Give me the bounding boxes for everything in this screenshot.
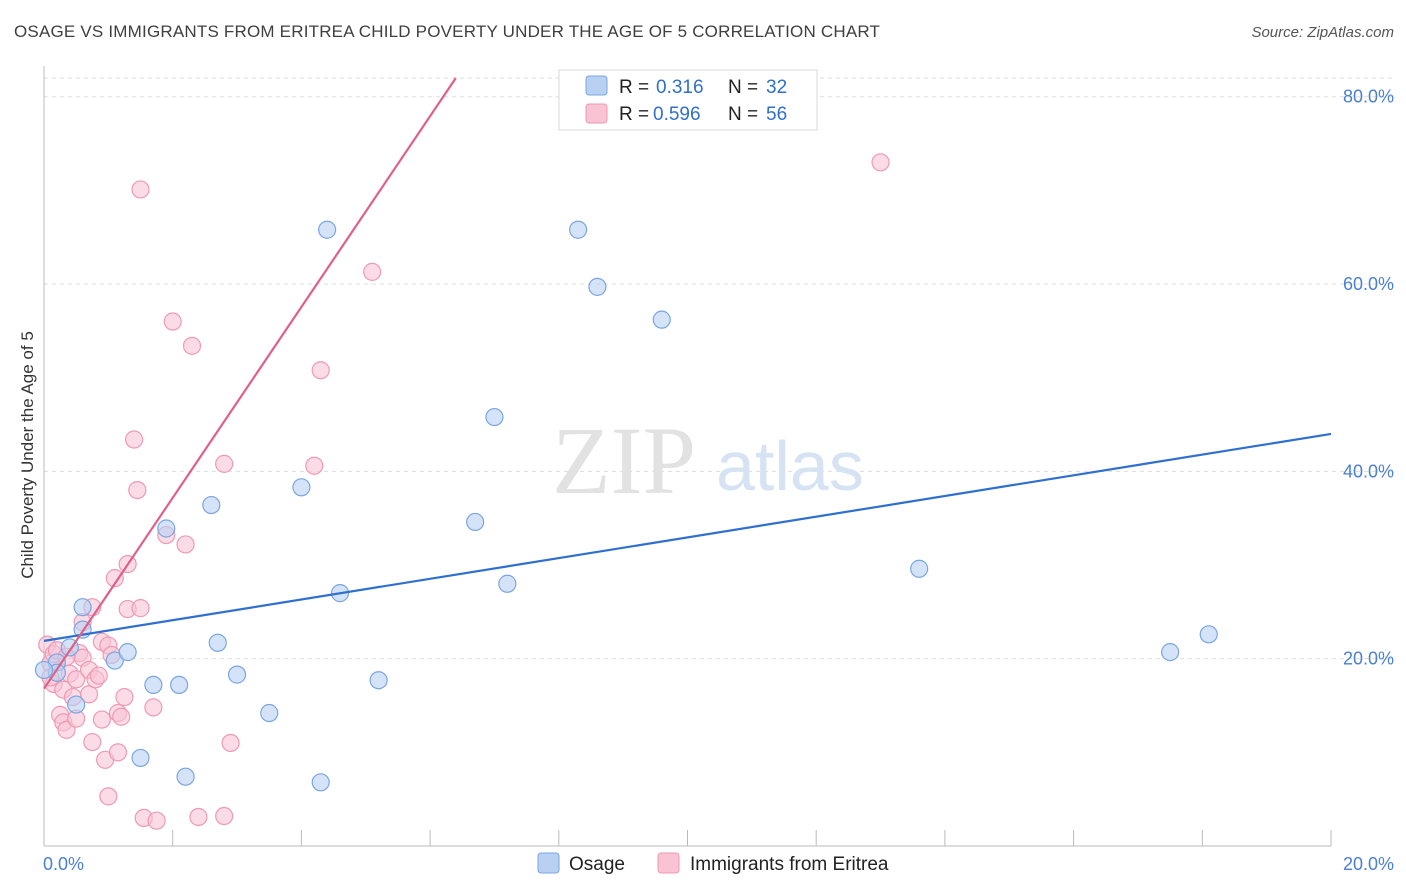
eritrea-point	[215, 454, 234, 473]
osage-point	[227, 665, 247, 684]
eritrea-point	[105, 569, 124, 588]
osage-point	[569, 220, 588, 239]
eritrea-point	[89, 666, 108, 685]
osage-point	[105, 651, 124, 670]
eritrea-point	[92, 710, 112, 729]
legend-r-value: 0.316	[656, 77, 704, 98]
legend-bottom: Osage Immigrants from Eritrea	[537, 852, 889, 875]
eritrea-point	[144, 698, 163, 717]
y-tick-label: 60.0%	[1343, 274, 1394, 294]
osage-point	[910, 559, 929, 578]
osage-point	[369, 671, 388, 690]
osage-point	[466, 512, 485, 532]
osage-point	[311, 773, 330, 792]
legend-bottom-swatch-eritrea	[657, 852, 680, 874]
eritrea-point	[189, 807, 208, 827]
eritrea-point	[124, 430, 144, 449]
y-tick-label: 40.0%	[1343, 461, 1394, 481]
x-tick-labels: 0.0% 20.0%	[43, 854, 1394, 874]
eritrea-point	[108, 743, 128, 762]
osage-point	[118, 643, 137, 662]
osage-point	[131, 748, 150, 768]
eritrea-point	[99, 787, 118, 806]
eritrea-point	[871, 153, 890, 172]
osage-point	[176, 767, 195, 786]
legend-bottom-swatch-osage	[537, 852, 560, 874]
osage-point	[260, 703, 279, 723]
legend-bottom-label-eritrea: Immigrants from Eritrea	[690, 854, 889, 875]
watermark-atlas: atlas	[716, 427, 864, 505]
gridlines	[44, 77, 1392, 660]
eritrea-point	[163, 312, 182, 331]
osage-point	[292, 478, 311, 497]
eritrea-point	[182, 336, 202, 355]
x-tick-label: 0.0%	[43, 854, 84, 874]
legend-r-value: 0.596	[653, 104, 701, 125]
eritrea-point	[79, 685, 99, 704]
y-axis-label: Child Poverty Under the Age of 5	[18, 331, 37, 579]
legend-n-label: N =	[728, 104, 758, 125]
legend-top: R = 0.316 N = 32 R = 0.596 N = 56	[558, 69, 818, 131]
legend-swatch-eritrea	[585, 103, 608, 124]
osage-point	[1199, 625, 1218, 644]
eritrea-point	[311, 361, 330, 380]
osage-point	[170, 675, 189, 695]
legend-swatch-osage	[585, 75, 608, 96]
watermark-zip: ZIP	[552, 407, 696, 514]
osage-point	[318, 220, 337, 239]
chart-title: OSAGE VS IMMIGRANTS FROM ERITREA CHILD P…	[14, 22, 881, 41]
trend-line-eritrea	[43, 77, 457, 690]
eritrea-point	[221, 733, 240, 753]
y-tick-label: 20.0%	[1343, 649, 1394, 669]
osage-point	[485, 407, 504, 427]
eritrea-point	[363, 262, 382, 281]
legend-bottom-label-osage: Osage	[569, 854, 625, 875]
eritrea-point	[128, 480, 147, 500]
trend-lines	[43, 77, 1332, 690]
legend-n-value: 32	[766, 77, 787, 98]
eritrea-point	[112, 707, 131, 726]
osage-point	[144, 675, 163, 695]
watermark: ZIP atlas	[552, 407, 864, 514]
eritrea-point	[83, 732, 102, 752]
eritrea-point	[147, 811, 166, 830]
legend-n-value: 56	[766, 104, 787, 125]
legend-r-label: R =	[619, 77, 649, 98]
legend-n-label: N =	[728, 77, 758, 98]
y-tick-label: 80.0%	[1343, 87, 1394, 107]
axes	[43, 66, 1332, 847]
eritrea-point	[176, 535, 195, 554]
eritrea-point	[131, 180, 150, 199]
osage-point	[588, 277, 607, 296]
eritrea-point	[305, 456, 324, 475]
osage-point	[208, 633, 227, 652]
osage-point	[73, 598, 92, 617]
osage-point	[1161, 643, 1180, 662]
x-tick-label: 20.0%	[1343, 854, 1394, 874]
osage-point	[498, 574, 517, 593]
eritrea-point	[215, 806, 234, 826]
osage-point	[202, 495, 221, 515]
trend-line-osage	[43, 432, 1332, 642]
y-tick-labels: 20.0% 40.0% 60.0% 80.0%	[1343, 87, 1394, 669]
osage-point	[34, 660, 54, 680]
legend-r-label: R =	[619, 104, 649, 125]
eritrea-point	[115, 687, 134, 707]
osage-point	[652, 310, 671, 329]
osage-point	[157, 519, 176, 538]
eritrea-point	[131, 599, 150, 618]
osage-point	[67, 695, 86, 714]
source-credit: Source: ZipAtlas.com	[1251, 24, 1394, 41]
eritrea-point	[67, 670, 86, 689]
